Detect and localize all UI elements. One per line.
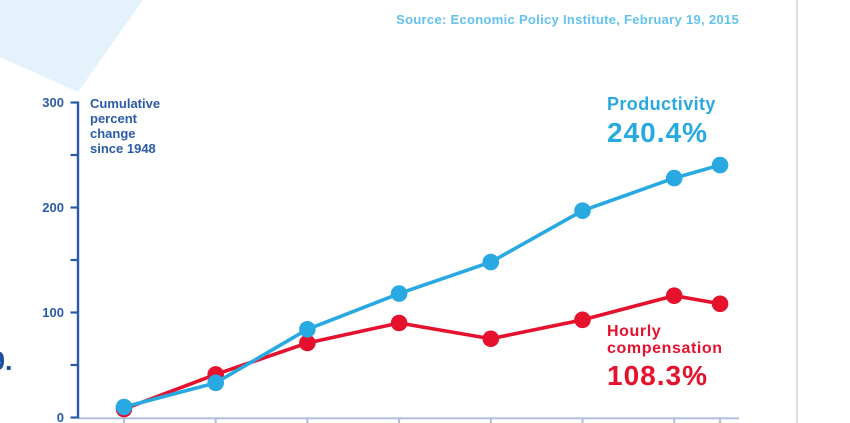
productivity-point bbox=[390, 285, 408, 302]
corner-partial-text: 9. bbox=[0, 346, 13, 376]
compensation-name: Hourly compensation bbox=[607, 323, 723, 357]
compensation-point bbox=[482, 330, 500, 348]
compensation-point bbox=[299, 334, 316, 352]
productivity-point bbox=[665, 169, 683, 187]
productivity-point bbox=[207, 374, 224, 392]
compensation-point bbox=[711, 295, 729, 313]
compensation-point bbox=[390, 314, 408, 332]
productivity-value: 240.4% bbox=[607, 117, 708, 148]
compensation-point bbox=[665, 287, 683, 305]
source-note: Source: Economic Policy Institute, Febru… bbox=[396, 12, 739, 27]
y-axis-title: Cumulative percent change since 1948 bbox=[90, 96, 161, 156]
y-tick-label-100: 100 bbox=[42, 304, 64, 320]
productivity-point bbox=[299, 321, 316, 338]
compensation-value: 108.3% bbox=[607, 360, 708, 391]
productivity-annotation: Productivity 240.4% bbox=[607, 95, 716, 149]
y-tick-label-200: 200 bbox=[42, 199, 64, 215]
vertical-divider-line bbox=[796, 0, 798, 423]
compensation-point bbox=[574, 311, 591, 329]
productivity-name: Productivity bbox=[607, 94, 716, 114]
productivity-point bbox=[482, 253, 500, 271]
compensation-line bbox=[123, 293, 721, 411]
productivity-point bbox=[711, 156, 729, 174]
productivity-point bbox=[574, 202, 591, 219]
y-tick-label-300: 300 bbox=[42, 94, 64, 110]
productivity-point bbox=[115, 398, 133, 416]
compensation-annotation: Hourly compensation 108.3% bbox=[607, 323, 723, 392]
productivity-line bbox=[123, 163, 721, 409]
y-tick-label-0: 0 bbox=[56, 409, 64, 423]
